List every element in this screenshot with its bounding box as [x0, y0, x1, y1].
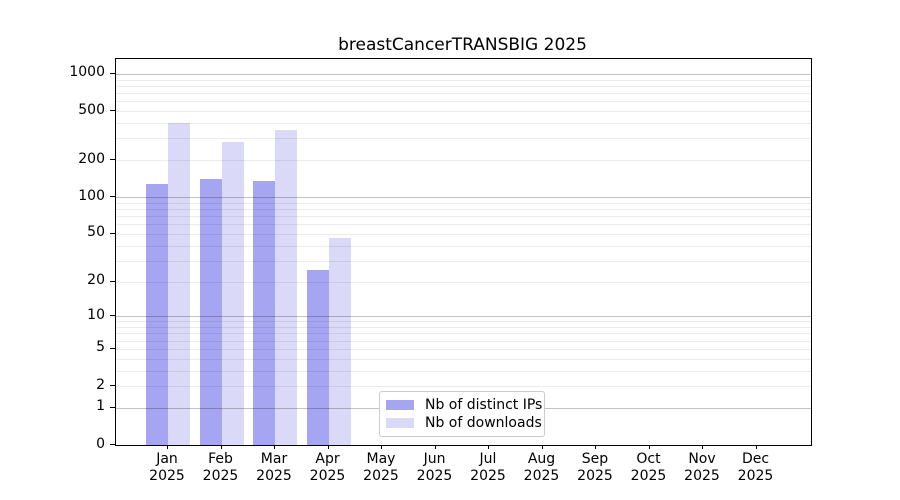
- x-tick-mark: [167, 445, 168, 449]
- y-tick-label: 100: [78, 187, 105, 204]
- legend-item-downloads: Nb of downloads: [386, 414, 542, 432]
- legend-swatch-downloads: [386, 418, 414, 428]
- x-tick-mark: [702, 445, 703, 449]
- y-tick-label: 1: [96, 398, 105, 415]
- x-tick-label-jan: Jan 2025: [149, 451, 185, 484]
- y-tick-mark: [110, 315, 115, 317]
- y-tick-label: 1000: [69, 64, 105, 81]
- chart-title: breastCancerTRANSBIG 2025: [338, 35, 587, 55]
- y-tick-label: 200: [78, 150, 105, 167]
- plot-area: Nb of distinct IPs Nb of downloads: [115, 58, 812, 446]
- y-tick-mark: [110, 72, 115, 74]
- x-tick-label-feb: Feb 2025: [202, 451, 239, 484]
- x-tick-label-oct: Oct 2025: [630, 451, 667, 484]
- bar-nb-of-downloads-apr: [328, 238, 351, 445]
- y-tick-label: 50: [87, 224, 105, 241]
- bar-nb-of-downloads-jan: [168, 123, 190, 445]
- x-tick-mark: [648, 445, 650, 449]
- y-tick-label: 10: [87, 306, 105, 323]
- x-tick-mark: [595, 445, 596, 449]
- bars-layer: [116, 59, 811, 445]
- y-tick-label: 2: [96, 376, 105, 393]
- bar-nb-of-distinct-ips-apr: [306, 270, 329, 445]
- x-tick-label-jun: Jun 2025: [416, 451, 453, 484]
- y-tick-mark: [110, 159, 115, 161]
- x-tick-mark: [488, 445, 489, 449]
- y-tick-label: 0: [96, 435, 105, 452]
- y-tick-mark: [110, 385, 115, 386]
- y-tick-mark: [110, 347, 115, 349]
- bar-nb-of-distinct-ips-feb: [199, 178, 222, 445]
- bar-nb-of-distinct-ips-mar: [253, 181, 275, 445]
- y-tick-mark: [110, 444, 115, 445]
- y-tick-label: 5: [96, 339, 105, 356]
- legend-label-distinct-ips: Nb of distinct IPs: [425, 397, 543, 413]
- legend: Nb of distinct IPs Nb of downloads: [379, 391, 545, 437]
- y-tick-label: 20: [87, 272, 105, 288]
- x-tick-label-apr: Apr 2025: [309, 451, 346, 484]
- legend-item-distinct-ips: Nb of distinct IPs: [386, 396, 542, 414]
- x-tick-label-dec: Dec 2025: [737, 451, 774, 484]
- y-tick-mark: [110, 232, 115, 234]
- x-tick-mark: [327, 445, 329, 449]
- x-tick-label-mar: Mar 2025: [256, 451, 292, 484]
- y-tick-label: 500: [78, 101, 105, 118]
- x-tick-mark: [274, 445, 275, 449]
- x-tick-label-may: May 2025: [363, 451, 399, 484]
- legend-swatch-distinct-ips: [386, 400, 414, 410]
- x-tick-mark: [220, 445, 222, 449]
- x-tick-mark: [755, 445, 757, 449]
- y-tick-mark: [110, 196, 115, 198]
- x-tick-label-aug: Aug 2025: [523, 451, 560, 484]
- x-tick-mark: [381, 445, 382, 449]
- bar-nb-of-downloads-feb: [221, 142, 244, 445]
- x-tick-label-jul: Jul 2025: [470, 451, 506, 484]
- bar-nb-of-distinct-ips-jan: [146, 183, 168, 445]
- legend-label-downloads: Nb of downloads: [425, 415, 542, 431]
- y-tick-mark: [110, 280, 115, 282]
- x-tick-label-sep: Sep 2025: [577, 451, 613, 484]
- x-tick-label-nov: Nov 2025: [684, 451, 720, 484]
- y-tick-mark: [110, 110, 115, 112]
- x-tick-mark: [434, 445, 436, 449]
- x-tick-mark: [541, 445, 543, 449]
- y-tick-mark: [110, 406, 115, 408]
- bar-nb-of-downloads-mar: [275, 130, 297, 445]
